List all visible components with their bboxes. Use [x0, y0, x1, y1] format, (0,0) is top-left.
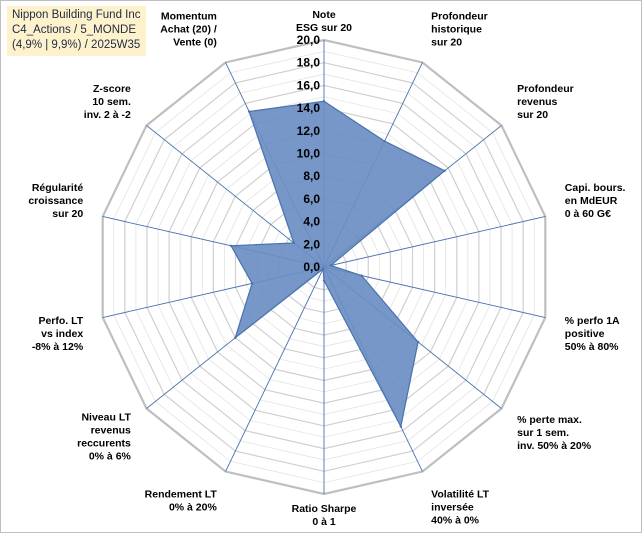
tick-label: 6,0	[303, 192, 320, 206]
data-point	[250, 282, 254, 285]
fund-category: C4_Actions / 5_MONDE	[12, 24, 136, 36]
radar-category-labels: Note ESG sur 20 Profondeur historique sur 20…	[28, 9, 625, 528]
info-box: Nippon Building Fund Inc C4_Actions / 5_…	[7, 6, 146, 56]
data-point	[247, 110, 251, 113]
category-label: Note ESG sur 20	[296, 9, 352, 34]
fund-name: Nippon Building Fund Inc	[12, 9, 141, 21]
data-point	[321, 267, 325, 271]
category-label: Momentum Achat (20) / Vente (0)	[160, 10, 217, 48]
data-point	[360, 274, 363, 277]
category-label: Profondeur revenus sur 20	[517, 83, 574, 121]
tick-label: 10,0	[297, 147, 321, 161]
tick-label: 4,0	[303, 215, 320, 229]
category-label: Rendement LT 0% à 20%	[145, 489, 218, 514]
radar-spoke	[323, 216, 546, 268]
data-point	[322, 100, 326, 103]
data-point	[292, 241, 296, 245]
category-label: Volatilité LT inversée 40% à 0%	[431, 489, 490, 527]
data-point	[234, 336, 237, 339]
data-point	[229, 244, 233, 247]
tick-label: 8,0	[303, 169, 320, 183]
fund-stats: (4,9% | 9,9%) / 2025W35	[12, 39, 141, 51]
tick-label: 0,0	[303, 260, 320, 274]
category-label: Capi. bours. en MdEUR 0 à 60 G€	[565, 182, 626, 220]
radar-series	[229, 100, 446, 429]
category-label: Niveau LT revenus reccurents 0% à 6%	[77, 412, 131, 463]
data-point	[329, 264, 332, 267]
category-label: Perfo. LT vs index -8% à 12%	[32, 315, 84, 353]
data-point	[416, 340, 420, 344]
tick-label: 12,0	[297, 124, 321, 138]
data-point	[399, 425, 403, 428]
data-point	[443, 169, 446, 172]
category-label: % perfo 1A positive 50% à 80%	[565, 315, 620, 353]
data-point	[383, 140, 386, 143]
tick-label: 18,0	[297, 56, 321, 70]
tick-label: 16,0	[297, 78, 321, 92]
radar-spoke	[225, 266, 325, 472]
category-label: Z-score 10 sem. inv. 2 à -2	[84, 83, 131, 121]
category-label: % perte max. sur 1 sem. inv. 50% à 20%	[517, 414, 592, 452]
tick-label: 20,0	[297, 33, 321, 47]
category-label: Ratio Sharpe 0 à 1	[292, 503, 357, 528]
radar-tick-labels: 0,0 2,0 4,0 6,0 8,0 10,0 12,0 14,0 16,0 18,0 20,0	[297, 33, 321, 274]
category-label: Régularité croissance sur 20	[28, 182, 83, 220]
category-label: Profondeur historique sur 20	[431, 10, 488, 48]
tick-label: 14,0	[297, 101, 321, 115]
tick-label: 2,0	[303, 237, 320, 251]
data-point	[322, 279, 326, 282]
